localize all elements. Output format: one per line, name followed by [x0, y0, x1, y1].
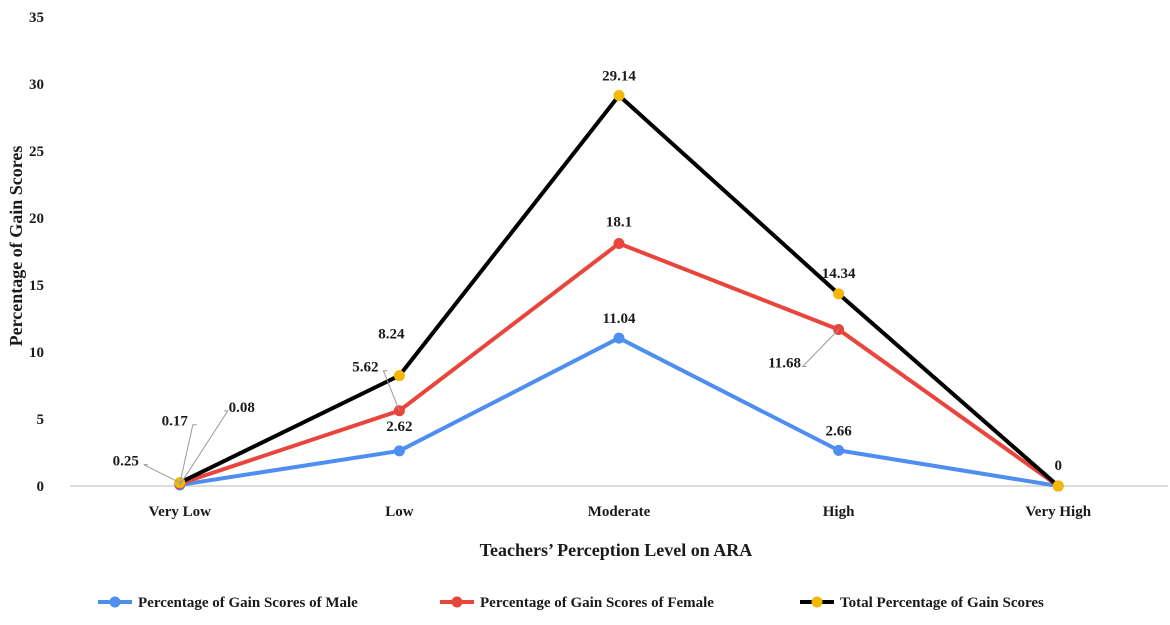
- data-label: 2.62: [386, 419, 412, 435]
- label-leader-line: [143, 464, 181, 484]
- x-tick-label: High: [823, 504, 855, 520]
- series-layer: [174, 90, 1064, 492]
- y-tick-label: 25: [29, 144, 44, 160]
- x-tick-label: Very High: [1025, 504, 1091, 520]
- data-label: 0.08: [229, 400, 255, 416]
- data-label: 29.14: [602, 69, 636, 85]
- data-point: [1052, 480, 1064, 492]
- data-point: [393, 370, 405, 382]
- x-axis-title: Teachers’ Perception Level on ARA: [480, 540, 753, 560]
- x-tick-label: Low: [385, 504, 414, 520]
- y-tick-label: 35: [29, 10, 44, 26]
- data-point: [393, 445, 405, 457]
- series-line: [178, 93, 1060, 488]
- data-point: [613, 332, 625, 344]
- data-label: 18.1: [606, 214, 632, 230]
- legend-swatch-marker: [811, 596, 823, 608]
- data-label: 11.04: [603, 311, 636, 327]
- y-tick-label: 10: [29, 345, 44, 361]
- legend: Percentage of Gain Scores of Male Percent…: [98, 595, 1044, 611]
- data-point: [833, 288, 845, 300]
- label-leader-line: [801, 329, 839, 367]
- legend-label: Percentage of Gain Scores of Male: [138, 595, 358, 611]
- y-axis-title: Percentage of Gain Scores: [6, 146, 26, 347]
- data-label: 0: [1054, 458, 1062, 474]
- label-leader-line: [179, 424, 197, 484]
- y-tick-label: 15: [29, 278, 44, 294]
- y-tick-label: 30: [29, 77, 44, 93]
- data-label: 2.66: [825, 423, 852, 439]
- x-tick-label: Moderate: [588, 504, 651, 520]
- data-label-layer: 0.08 2.62 11.04 2.66 0.17 5.62 18.1 11.68 0.25 8.…: [113, 69, 1062, 486]
- data-label: 8.24: [378, 327, 405, 343]
- axis-layer: 0 5 10 15 20 25 30 35 Very Low Low Moderate High Ver…: [29, 10, 1168, 520]
- data-label: 5.62: [352, 360, 378, 376]
- legend-item: Percentage of Gain Scores of Female: [440, 595, 714, 611]
- series-line: [179, 336, 1059, 488]
- legend-label: Total Percentage of Gain Scores: [840, 595, 1044, 611]
- y-tick-label: 20: [29, 211, 44, 227]
- x-tick-label: Very Low: [149, 504, 212, 520]
- data-label: 0.25: [113, 454, 139, 470]
- legend-label: Percentage of Gain Scores of Female: [480, 595, 714, 611]
- legend-swatch-marker: [109, 596, 121, 608]
- data-label: 11.68: [768, 355, 801, 371]
- y-tick-label: 5: [37, 412, 45, 428]
- legend-item: Total Percentage of Gain Scores: [800, 595, 1044, 611]
- label-leader-line: [382, 370, 400, 411]
- data-point: [613, 90, 625, 102]
- data-label: 14.34: [822, 266, 856, 282]
- legend-swatch-marker: [451, 596, 463, 608]
- label-leader-line: [179, 410, 229, 486]
- y-tick-label: 0: [37, 479, 45, 495]
- data-point: [833, 444, 845, 456]
- series-line: [179, 241, 1060, 488]
- data-point: [613, 237, 625, 249]
- data-label: 0.17: [162, 414, 189, 430]
- legend-item: Percentage of Gain Scores of Male: [98, 595, 358, 611]
